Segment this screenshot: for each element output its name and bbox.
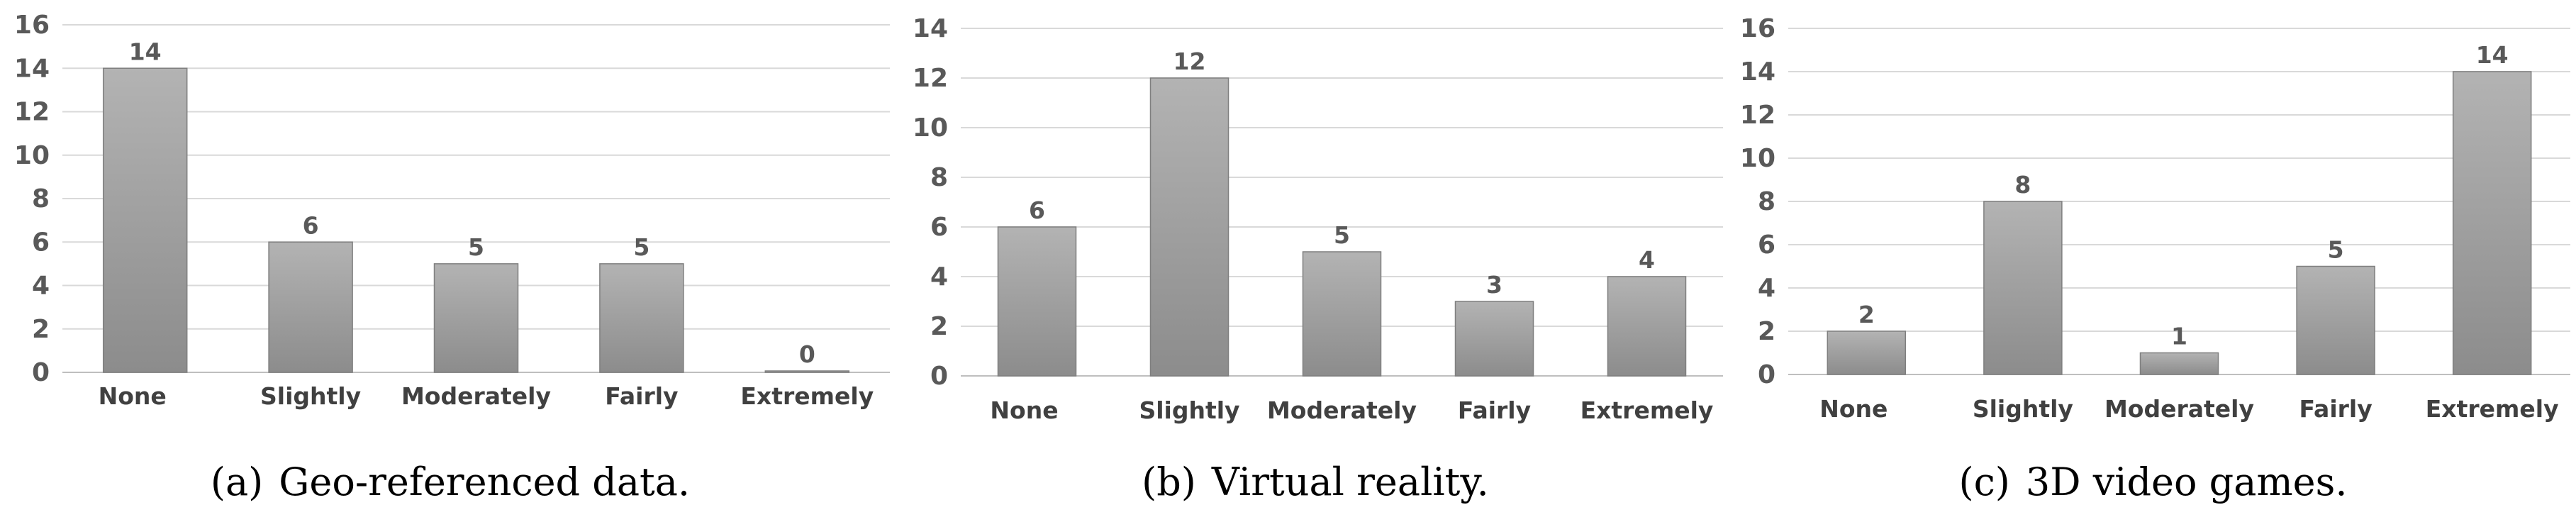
caption-text: Geo-referenced data.: [279, 460, 691, 504]
x-category-label: None: [99, 382, 167, 410]
data-label: 12: [1173, 48, 1206, 75]
bar-moderately: [1302, 251, 1382, 377]
y-tick-label: 10: [1740, 144, 1775, 173]
y-tick-label: 14: [913, 14, 948, 43]
data-label: 2: [1858, 301, 1875, 328]
y-tick-label: 6: [32, 228, 50, 257]
x-category-label: Fairly: [2299, 395, 2372, 423]
chart-panel-a: 0 2 4 6 8 10 12 14 16 14 None 6 Slightly 5 Moderately 5…: [0, 0, 901, 522]
bar-slightly: [268, 241, 353, 373]
y-tick-label: 16: [1740, 14, 1775, 43]
caption-a: (a) Geo-referenced data.: [0, 454, 901, 511]
y-tick-label: 12: [1740, 101, 1775, 130]
x-category-label: Fairly: [1458, 396, 1531, 424]
bar-extremely: [764, 370, 850, 373]
x-category-label: Moderately: [2104, 395, 2254, 423]
data-label: 8: [2014, 171, 2031, 199]
x-category-label: Moderately: [401, 382, 551, 410]
data-label: 14: [2476, 41, 2509, 69]
bar-chart-virtual-reality: 0 2 4 6 8 10 12 14 6 None 12 Slightly 5 Moderately 3 Fa…: [913, 14, 1723, 424]
y-tick-label: 2: [32, 315, 50, 344]
bar-fairly: [2296, 265, 2375, 375]
y-tick-label: 0: [32, 358, 50, 387]
x-category-label: Slightly: [1139, 396, 1239, 424]
y-tick-label: 16: [14, 11, 50, 40]
bar-slightly: [1149, 77, 1230, 377]
data-label: 5: [2328, 236, 2344, 264]
data-label: 4: [1639, 246, 1655, 274]
data-label: 1: [2171, 323, 2187, 350]
data-label: 0: [799, 340, 815, 368]
y-tick-label: 14: [14, 54, 50, 83]
y-tick-label: 8: [32, 184, 50, 213]
x-category-label: None: [990, 396, 1058, 424]
data-label: 6: [1029, 196, 1045, 224]
chart-panel-c: 0 2 4 6 8 10 12 14 16 2 None 8 Slightly 1 Moderately 5 F…: [1730, 0, 2576, 522]
caption-text: Virtual reality.: [1211, 460, 1489, 504]
x-category-label: None: [1819, 395, 1888, 423]
bar-none: [1827, 331, 1907, 375]
bar-extremely: [2452, 71, 2532, 375]
x-category-label: Fairly: [605, 382, 678, 410]
bar-chart-3d-video-games: 0 2 4 6 8 10 12 14 16 2 None 8 Slightly 1 Moderately 5 F…: [1740, 14, 2570, 423]
y-tick-label: 2: [1758, 317, 1775, 346]
y-tick-label: 6: [1758, 231, 1775, 260]
caption-b: (b) Virtual reality.: [901, 454, 1730, 511]
data-label: 5: [633, 233, 649, 261]
bar-none: [102, 67, 188, 373]
bar-chart-geo-referenced: 0 2 4 6 8 10 12 14 16 14 None 6 Slightly 5 Moderately 5…: [14, 11, 890, 410]
x-category-label: Extremely: [2426, 395, 2559, 423]
bar-fairly: [1454, 301, 1534, 377]
x-category-label: Slightly: [260, 382, 361, 410]
y-tick-label: 4: [930, 262, 948, 291]
y-tick-label: 10: [14, 141, 50, 170]
chart-panel-b: 0 2 4 6 8 10 12 14 6 None 12 Slightly 5 Moderately 3 Fa…: [901, 0, 1730, 522]
y-tick-label: 14: [1740, 57, 1775, 87]
x-category-label: Moderately: [1267, 396, 1417, 424]
bar-moderately: [2139, 352, 2219, 375]
caption-text: 3D video games.: [2025, 460, 2348, 504]
y-tick-label: 8: [1758, 187, 1775, 216]
y-tick-label: 4: [1758, 274, 1775, 303]
bar-fairly: [599, 263, 684, 373]
caption-tag: (a): [210, 460, 264, 504]
data-label: 5: [468, 233, 484, 261]
y-tick-label: 4: [32, 272, 50, 301]
data-label: 6: [303, 211, 319, 239]
caption-tag: (b): [1142, 460, 1196, 504]
bar-moderately: [433, 263, 519, 373]
y-tick-label: 10: [913, 113, 948, 143]
x-category-label: Extremely: [740, 382, 874, 410]
y-tick-label: 6: [930, 213, 948, 242]
y-tick-label: 12: [14, 98, 50, 127]
caption-tag: (c): [1958, 460, 2010, 504]
data-label: 3: [1486, 271, 1502, 299]
caption-c: (c) 3D video games.: [1730, 454, 2576, 511]
x-category-label: Slightly: [1973, 395, 2073, 423]
data-label: 5: [1334, 221, 1350, 249]
y-tick-label: 0: [1758, 360, 1775, 389]
bar-extremely: [1607, 276, 1687, 377]
y-tick-label: 12: [913, 64, 948, 93]
data-label: 14: [129, 38, 162, 65]
bar-none: [997, 226, 1077, 377]
y-tick-label: 8: [930, 163, 948, 192]
y-tick-label: 0: [930, 362, 948, 391]
bar-slightly: [1983, 201, 2063, 375]
y-tick-label: 2: [930, 312, 948, 341]
x-category-label: Extremely: [1580, 396, 1714, 424]
